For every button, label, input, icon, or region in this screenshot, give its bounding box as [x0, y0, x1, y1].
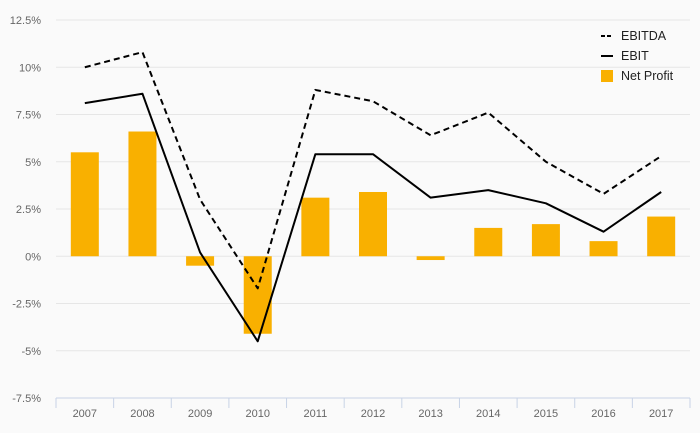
legend-label: Net Profit: [621, 69, 674, 83]
x-tick-label: 2017: [649, 408, 673, 420]
bar-2007: [70, 152, 99, 257]
bar-2008: [128, 131, 157, 257]
ebit-line: [84, 92, 662, 343]
legend: EBITDA EBIT Net Profit: [601, 29, 674, 83]
x-tick-label: 2007: [73, 408, 97, 420]
x-tick-label: 2011: [304, 408, 328, 420]
x-tick-label: 2012: [361, 408, 385, 420]
bar-2010: [243, 256, 272, 334]
y-tick-label: -7.5%: [12, 393, 41, 405]
bar-2014: [474, 227, 503, 257]
bar-2015: [531, 224, 560, 257]
y-tick-label: 12.5%: [10, 15, 41, 27]
legend-item-ebitda: EBITDA: [601, 29, 667, 43]
x-tick-label: 2014: [476, 408, 500, 420]
ebitda-line: [84, 51, 662, 290]
legend-label: EBIT: [621, 49, 649, 63]
bar-2011: [301, 197, 330, 257]
bar-2016: [589, 241, 618, 257]
x-tick-label: 2013: [418, 408, 442, 420]
x-tick-label: 2009: [188, 408, 212, 420]
y-tick-label: 10%: [19, 62, 41, 74]
legend-label: EBITDA: [621, 29, 667, 43]
y-tick-label: -5%: [21, 346, 41, 358]
x-axis: 2007 2008 2009 2010 2011 2012 2013 2014 2015 2016…: [55, 397, 691, 420]
y-tick-label: 0%: [25, 251, 41, 263]
bar-2017: [647, 216, 676, 257]
y-tick-label: 5%: [25, 157, 41, 169]
x-tick-label: 2016: [591, 408, 615, 420]
series-lines: [84, 51, 662, 343]
legend-item-ebit: EBIT: [601, 49, 649, 63]
y-tick-label: -2.5%: [12, 299, 41, 311]
x-tick-label: 2015: [534, 408, 558, 420]
legend-item-net-profit: Net Profit: [601, 69, 674, 83]
x-tick-label: 2008: [130, 408, 154, 420]
bar-2013: [416, 256, 445, 261]
bar-2009: [186, 256, 215, 266]
net-profit-bars: [70, 131, 676, 334]
y-tick-label: 7.5%: [16, 110, 41, 122]
y-axis: 12.5% 10% 7.5% 5% 2.5% 0% -2.5% -5% -7.5%: [10, 15, 41, 405]
y-tick-label: 2.5%: [16, 204, 41, 216]
legend-swatch: [601, 70, 613, 82]
x-tick-label: 2010: [245, 408, 269, 420]
bar-2012: [359, 191, 387, 257]
